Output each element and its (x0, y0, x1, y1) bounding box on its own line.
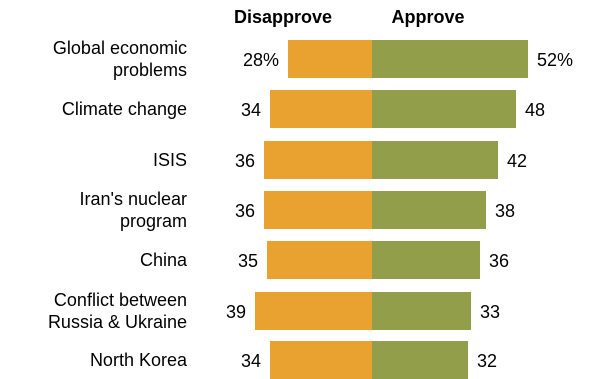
value-label-approve: 48 (525, 100, 545, 120)
bar-disapprove (264, 191, 372, 229)
bar-disapprove (270, 90, 372, 128)
bar-disapprove (264, 141, 372, 179)
category-label: problems (113, 60, 187, 80)
value-label-disapprove: 34 (241, 351, 261, 371)
bar-disapprove (267, 241, 372, 279)
chart-row: China 35 36 (140, 241, 509, 279)
value-label-disapprove: 34 (241, 100, 261, 120)
series-headers: Disapprove Approve (234, 7, 465, 27)
bar-approve (372, 292, 471, 330)
category-label: program (120, 211, 187, 231)
chart-row: ISIS 36 42 (153, 141, 527, 179)
value-label-disapprove: 35 (238, 251, 258, 271)
value-label-approve: 33 (480, 302, 500, 322)
bar-approve (372, 141, 498, 179)
bar-disapprove (255, 292, 372, 330)
header-disapprove: Disapprove (234, 7, 332, 27)
header-approve: Approve (391, 7, 464, 27)
category-label: China (140, 250, 188, 270)
value-label-disapprove: 36 (235, 201, 255, 221)
bar-approve (372, 40, 528, 78)
value-label-approve: 52% (537, 50, 573, 70)
bar-disapprove (270, 341, 372, 379)
category-label: Conflict between (54, 290, 187, 310)
value-label-approve: 32 (477, 351, 497, 371)
bar-approve (372, 241, 480, 279)
value-label-approve: 38 (495, 201, 515, 221)
value-label-approve: 36 (489, 251, 509, 271)
category-label: Global economic (53, 38, 187, 58)
bar-disapprove (288, 40, 372, 78)
value-label-disapprove: 39 (226, 302, 246, 322)
value-label-disapprove: 28% (243, 50, 279, 70)
value-label-approve: 42 (507, 151, 527, 171)
category-label: North Korea (90, 350, 188, 370)
chart-row: Climate change 34 48 (62, 90, 545, 128)
category-label: Climate change (62, 99, 187, 119)
chart-row: North Korea 34 32 (90, 341, 497, 379)
category-label: Iran's nuclear (80, 189, 188, 209)
category-label: ISIS (153, 150, 187, 170)
bar-approve (372, 191, 486, 229)
bar-approve (372, 341, 468, 379)
value-label-disapprove: 36 (235, 151, 255, 171)
bar-approve (372, 90, 516, 128)
category-label: Russia & Ukraine (48, 312, 187, 332)
